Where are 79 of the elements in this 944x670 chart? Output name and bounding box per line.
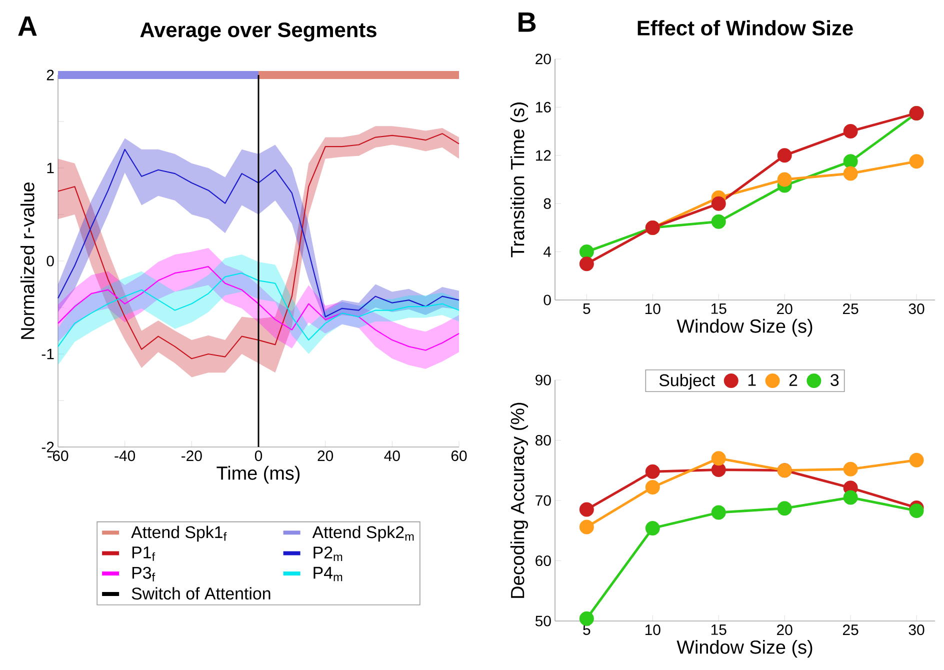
legend-label: Attend Spk1$_{f}$ xyxy=(131,526,227,542)
y-tick-label: 12 xyxy=(536,150,551,161)
text: A xyxy=(18,16,37,36)
legend-label: 2 xyxy=(789,374,798,386)
point xyxy=(645,520,660,536)
y-tick-label: 1 xyxy=(47,162,54,174)
x-tick-label: 5 xyxy=(583,304,590,314)
y-tick-label: 70 xyxy=(536,495,551,506)
point xyxy=(645,464,660,479)
legend-label: 3 xyxy=(830,374,839,386)
chart-title: Average over Segments xyxy=(140,22,376,42)
y-tick-label: -2 xyxy=(42,442,54,452)
y-tick-label: 0 xyxy=(46,256,54,266)
point xyxy=(909,154,924,169)
point xyxy=(711,196,726,211)
y-tick-label: 60 xyxy=(536,555,551,566)
y-tick-label: 8 xyxy=(544,198,551,209)
x-tick-label: 40 xyxy=(384,450,400,462)
point xyxy=(579,256,594,272)
x-tick-label: 15 xyxy=(711,624,726,635)
point xyxy=(843,462,858,476)
y-tick-label: -1 xyxy=(42,348,54,360)
y-axis-title: Transition Time (s) xyxy=(510,102,528,258)
point xyxy=(777,501,792,516)
y-tick-label: 2 xyxy=(46,70,54,80)
x-tick-label: 25 xyxy=(843,624,858,636)
x-axis-title: Window Size (s) xyxy=(676,640,812,658)
x-tick-label: 30 xyxy=(908,624,924,636)
legend-label: Switch of Attention xyxy=(132,587,270,600)
point xyxy=(711,462,726,478)
text: B xyxy=(518,12,536,32)
point xyxy=(777,172,792,187)
point xyxy=(843,166,858,181)
y-tick-label: 80 xyxy=(536,434,551,446)
y-tick-label: 16 xyxy=(536,102,551,112)
x-tick-label: 60 xyxy=(451,450,467,462)
x-tick-label: 15 xyxy=(711,304,726,314)
point xyxy=(711,451,726,466)
x-tick-label: 20 xyxy=(318,450,334,462)
point xyxy=(645,480,660,494)
point xyxy=(579,520,594,534)
legend-label: P2$_{m}$ xyxy=(314,546,342,561)
point xyxy=(843,124,858,139)
point xyxy=(711,505,726,520)
y-tick-label: 0 xyxy=(544,294,551,306)
point xyxy=(909,452,924,468)
point xyxy=(579,611,594,626)
x-tick-label: 0 xyxy=(254,450,262,462)
x-tick-label: 30 xyxy=(908,304,924,314)
y-axis-title: Decoding Accuracy (%) xyxy=(510,402,528,598)
y-tick-label: 20 xyxy=(536,54,551,64)
x-tick-label: 20 xyxy=(777,304,792,314)
point xyxy=(711,214,726,229)
point xyxy=(909,503,924,518)
point xyxy=(843,490,858,505)
point xyxy=(843,154,858,169)
y-tick-label: 4 xyxy=(544,246,552,257)
x-tick-label: 10 xyxy=(645,304,660,314)
y-tick-label: 50 xyxy=(535,616,551,626)
y-tick-label: 90 xyxy=(536,374,551,386)
legend-label: Attend Spk2$_{m}$ xyxy=(312,526,414,542)
legend-title: Subject xyxy=(659,374,716,390)
x-tick-label: 25 xyxy=(843,304,858,314)
legend-label: P3$_{f}$ xyxy=(132,566,156,582)
legend-label: P1$_{f}$ xyxy=(132,546,156,561)
legend-label: P4$_{m}$ xyxy=(314,566,342,582)
x-tick-label: -20 xyxy=(182,450,202,462)
x-tick-label: -60 xyxy=(48,450,68,462)
x-axis-title: Time (ms) xyxy=(216,466,300,484)
chart-title: Effect of Window Size xyxy=(638,20,853,36)
point xyxy=(777,148,792,163)
x-tick-label: 10 xyxy=(645,624,660,636)
x-axis-title: Window Size (s) xyxy=(676,318,812,337)
x-tick-label: -40 xyxy=(114,450,136,462)
y-axis-title: Normalized r-value xyxy=(20,182,34,339)
x-tick-label: 20 xyxy=(777,624,792,636)
point xyxy=(579,502,594,517)
point xyxy=(579,244,594,260)
legend-label: 1 xyxy=(748,374,756,386)
